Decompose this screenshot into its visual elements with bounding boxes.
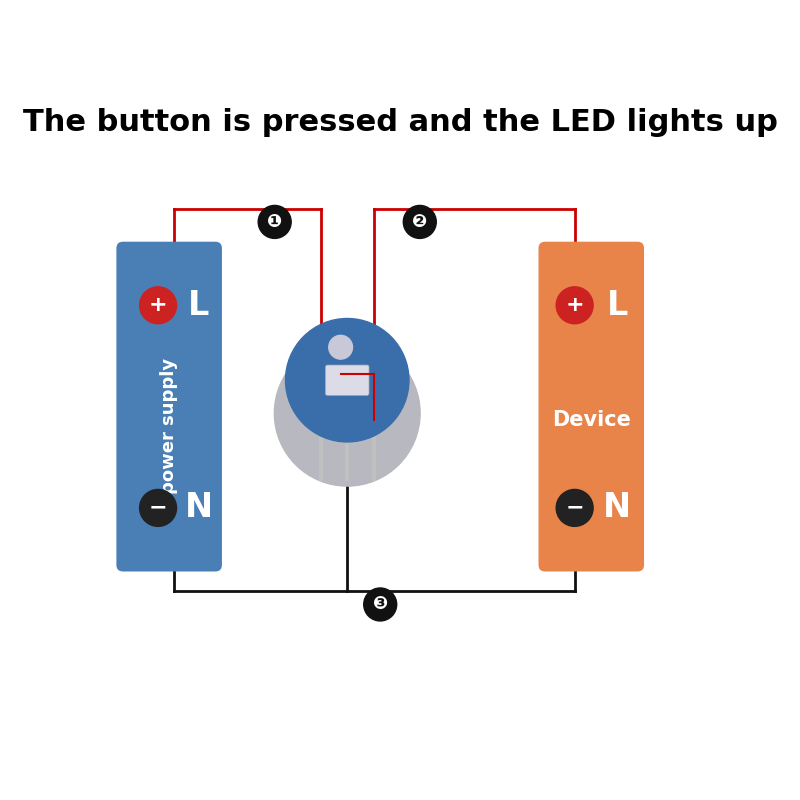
FancyBboxPatch shape bbox=[326, 365, 369, 395]
Text: ❸: ❸ bbox=[373, 595, 388, 614]
FancyBboxPatch shape bbox=[538, 242, 644, 571]
Circle shape bbox=[286, 318, 409, 442]
FancyBboxPatch shape bbox=[377, 394, 390, 425]
Circle shape bbox=[140, 490, 177, 526]
Text: ❶: ❶ bbox=[267, 213, 282, 231]
Circle shape bbox=[403, 206, 436, 238]
Text: Device: Device bbox=[552, 410, 630, 430]
Text: N: N bbox=[603, 491, 631, 525]
FancyBboxPatch shape bbox=[116, 242, 222, 571]
Text: ❷: ❷ bbox=[412, 213, 427, 231]
Circle shape bbox=[329, 335, 353, 359]
Circle shape bbox=[364, 588, 397, 621]
Text: N: N bbox=[185, 491, 213, 525]
FancyBboxPatch shape bbox=[325, 379, 338, 411]
Circle shape bbox=[258, 206, 291, 238]
Text: L: L bbox=[188, 289, 210, 322]
FancyBboxPatch shape bbox=[357, 379, 370, 411]
Text: power supply: power supply bbox=[160, 358, 178, 494]
Circle shape bbox=[556, 287, 593, 324]
Text: The button is pressed and the LED lights up: The button is pressed and the LED lights… bbox=[22, 109, 778, 138]
Text: −: − bbox=[149, 498, 167, 518]
Text: L: L bbox=[606, 289, 628, 322]
Circle shape bbox=[556, 490, 593, 526]
Text: +: + bbox=[149, 295, 167, 315]
Text: +: + bbox=[566, 295, 584, 315]
Circle shape bbox=[140, 287, 177, 324]
FancyBboxPatch shape bbox=[305, 394, 318, 425]
Circle shape bbox=[274, 340, 420, 486]
Text: −: − bbox=[566, 498, 584, 518]
